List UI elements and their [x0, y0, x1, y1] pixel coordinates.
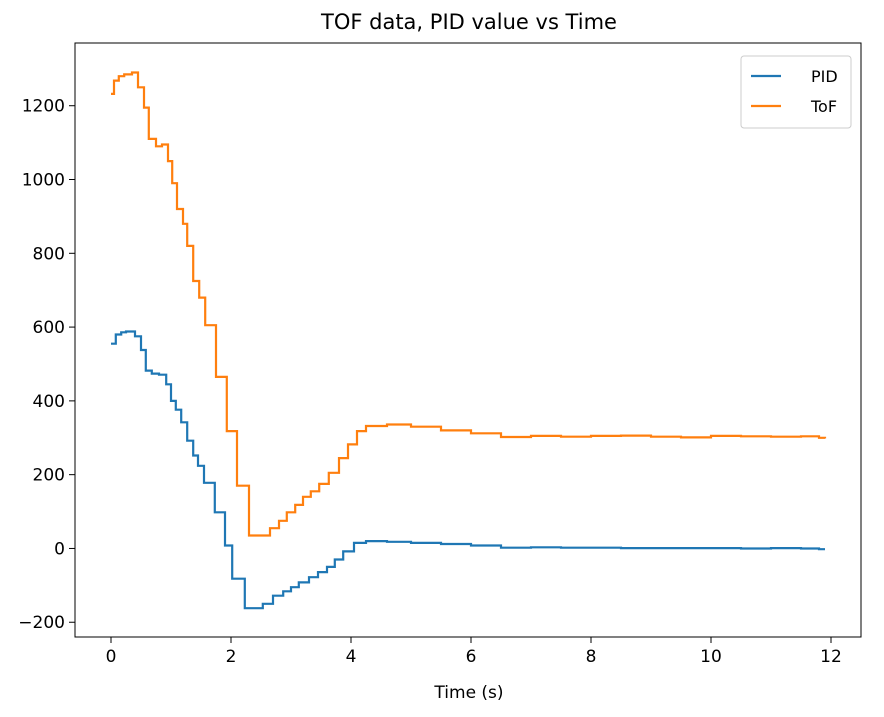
x-tick-label: 0 — [106, 647, 117, 667]
x-tick-label: 2 — [226, 647, 237, 667]
y-tick-label: 0 — [54, 539, 65, 559]
plot-frame — [74, 42, 862, 638]
x-tick-label: 4 — [346, 647, 357, 667]
series-layer — [111, 71, 827, 610]
x-tick-label: 8 — [586, 647, 597, 667]
x-tick-label: 6 — [466, 647, 477, 667]
y-tick-label: 1200 — [22, 97, 65, 117]
series-line-pid — [111, 330, 825, 610]
y-axis: −200 0 200 400 600 800 1000 1200 — [18, 97, 75, 633]
x-tick-label: 10 — [700, 647, 722, 667]
x-axis: 0 2 4 6 8 10 12 — [106, 637, 842, 667]
x-tick-label: 12 — [820, 647, 842, 667]
y-tick-label: −200 — [18, 613, 65, 633]
legend-label: PID — [811, 67, 838, 86]
chart-title: TOF data, PID value vs Time — [320, 10, 617, 34]
legend: PID ToF — [740, 55, 852, 129]
legend-box — [740, 55, 852, 129]
y-tick-label: 1000 — [22, 171, 65, 191]
y-tick-label: 800 — [33, 244, 65, 264]
y-tick-label: 600 — [33, 318, 65, 338]
y-tick-label: 400 — [33, 392, 65, 412]
y-tick-label: 200 — [33, 466, 65, 486]
legend-label: ToF — [810, 97, 837, 116]
series-line-tof — [111, 71, 827, 537]
x-axis-label: Time (s) — [433, 683, 503, 703]
